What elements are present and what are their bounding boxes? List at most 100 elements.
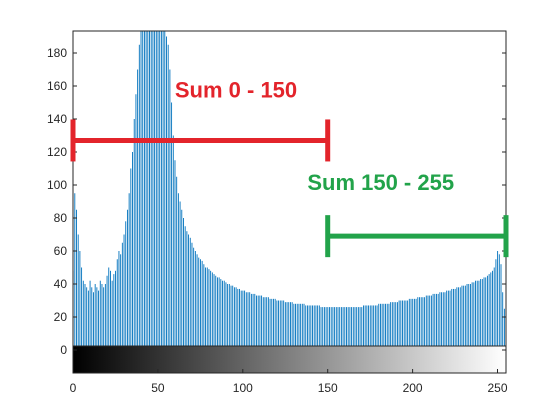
histogram-bar [257, 295, 259, 346]
histogram-bar [320, 307, 322, 346]
histogram-bar [99, 280, 101, 346]
histogram-bar [167, 44, 169, 346]
histogram-bar [218, 277, 220, 346]
histogram-bar [284, 302, 286, 346]
histogram-bar [339, 307, 341, 346]
histogram-bar [373, 305, 375, 346]
histogram-bar [118, 251, 120, 346]
histogram-bar [290, 302, 291, 346]
histogram-bar [137, 69, 139, 346]
x-tick-label: 200 [403, 381, 423, 395]
histogram-bar [116, 259, 118, 346]
histogram-bar [235, 287, 237, 346]
histogram-bar [140, 31, 142, 346]
histogram-bar [93, 292, 94, 346]
histogram-bar [196, 254, 198, 346]
histogram-bar [332, 307, 334, 346]
range-annotation-label: Sum 150 - 255 [307, 170, 454, 195]
histogram-bar [464, 285, 466, 346]
histogram-bar [456, 287, 458, 346]
histogram-bar [186, 231, 188, 346]
histogram-bar [82, 280, 84, 346]
histogram-bar [468, 284, 470, 346]
histogram-bar [256, 295, 257, 346]
y-tick-label: 180 [47, 46, 67, 60]
histogram-bar [432, 293, 434, 346]
histogram-bar [500, 264, 502, 346]
histogram-bar [254, 293, 256, 346]
y-tick-label: 80 [54, 211, 68, 225]
histogram-bar [101, 284, 103, 346]
histogram-bar [123, 234, 125, 346]
histogram-bar [485, 277, 487, 346]
histogram-bar [171, 102, 173, 346]
histogram-bar [128, 193, 130, 346]
x-tick-label: 50 [151, 381, 165, 395]
histogram-bar [106, 275, 108, 346]
histogram-bar [473, 282, 475, 346]
histogram-bar [86, 287, 88, 346]
histogram-bar [276, 300, 278, 346]
histogram-bar [298, 303, 300, 346]
histogram-bar [278, 300, 280, 346]
histogram-bar [366, 305, 368, 346]
histogram-bar [376, 305, 378, 346]
y-tick-label: 100 [47, 178, 67, 192]
histogram-bar [154, 31, 156, 346]
range-annotation-label: Sum 0 - 150 [175, 78, 297, 103]
histogram-bar [266, 297, 268, 346]
histogram-bar [259, 295, 261, 346]
histogram-bar [169, 69, 171, 346]
histogram-bar [495, 259, 497, 346]
histogram-bar [191, 242, 193, 346]
histogram-bar [330, 307, 332, 346]
histogram-bar [369, 305, 371, 346]
histogram-bar [346, 307, 347, 346]
histogram-bar [459, 287, 461, 346]
histogram-bar [393, 302, 395, 346]
histogram-bar [147, 31, 149, 346]
histogram-bar [300, 303, 302, 346]
histogram-bar [244, 290, 246, 346]
histogram-bar [222, 280, 223, 346]
histogram-bar [469, 284, 471, 346]
histogram-bar [188, 234, 190, 346]
histogram-bar [335, 307, 337, 346]
histogram-bar [359, 307, 361, 346]
histogram-bar [239, 288, 240, 346]
histogram-bar [449, 290, 451, 346]
histogram-bar [281, 300, 283, 346]
histogram-bar [249, 292, 251, 346]
histogram-bar [344, 307, 346, 346]
histogram-bar [189, 237, 191, 346]
histogram-bar [79, 251, 81, 346]
histogram-bar [247, 292, 249, 346]
histogram-bar [396, 302, 398, 346]
histogram-bar [441, 292, 443, 346]
histogram-bar [174, 160, 176, 346]
histogram-bar [145, 31, 147, 346]
histogram-bar [498, 254, 500, 346]
histogram-bar [126, 209, 128, 346]
histogram-bar [213, 274, 215, 346]
histogram-bar [295, 303, 296, 346]
histogram-bar [315, 305, 317, 346]
x-tick-label: 0 [70, 381, 77, 395]
histogram-bar [279, 300, 281, 346]
histogram-bar [121, 242, 123, 346]
histogram-bar [308, 305, 310, 346]
histogram-bar [132, 152, 133, 346]
histogram-bar [364, 305, 366, 346]
histogram-bar [415, 298, 417, 346]
histogram-bar [74, 193, 76, 346]
histogram-bar [408, 298, 410, 346]
histogram-bar [220, 279, 222, 346]
histogram-bar [104, 284, 106, 346]
histogram-bar [317, 305, 319, 346]
histogram-bar [356, 307, 358, 346]
histogram-bar [325, 307, 327, 346]
histogram-bar [89, 280, 91, 346]
histogram-bar [240, 290, 242, 346]
histogram-bar [463, 285, 465, 346]
histogram-bar [208, 269, 210, 346]
